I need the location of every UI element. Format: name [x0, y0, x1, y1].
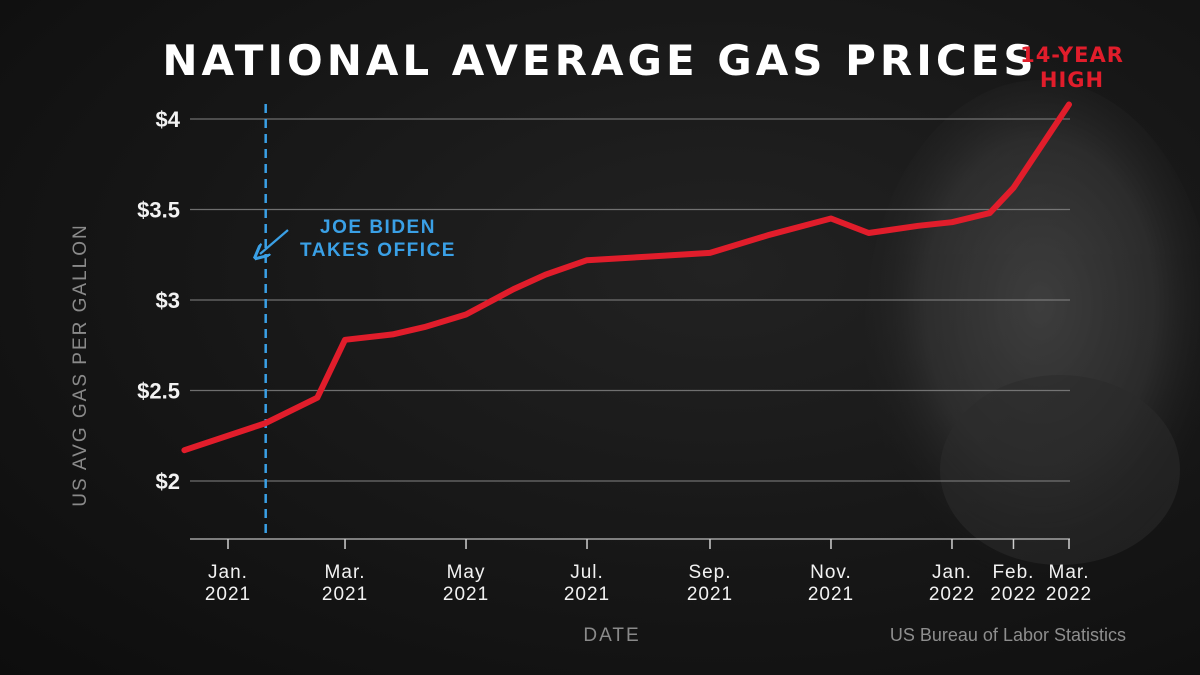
y-tick-label: $2.5	[137, 379, 180, 404]
high-annotation-line2: HIGH	[1040, 68, 1104, 92]
y-axis-ticks: $2 $2.5 $3 $3.5 $4	[137, 107, 181, 494]
x-tick-label: Sep.	[688, 562, 731, 583]
x-tick-label: Feb.	[992, 562, 1034, 583]
x-tick-label: Jan.	[208, 562, 248, 583]
x-tick-label: 2021	[322, 584, 368, 605]
y-tick-label: $2	[156, 469, 180, 494]
x-tick-label: 2022	[1046, 584, 1092, 605]
x-tick-label: 2021	[443, 584, 489, 605]
x-tick-label: 2022	[990, 584, 1036, 605]
x-axis-title: DATE	[583, 625, 640, 646]
gas-price-series-line	[181, 101, 1072, 454]
x-tick-label: 2021	[564, 584, 610, 605]
high-annotation-line1: 14-YEAR	[1020, 43, 1124, 67]
y-tick-label: $4	[156, 107, 181, 132]
x-axis: Jan.2021Mar.2021May2021Jul.2021Sep.2021N…	[190, 538, 1092, 605]
x-tick-label: Jan.	[932, 562, 972, 583]
annotations	[260, 104, 289, 539]
x-tick-label: Jul.	[570, 562, 604, 583]
y-tick-label: $3.5	[137, 198, 180, 223]
x-tick-label: 2021	[205, 584, 251, 605]
x-tick-label: 2021	[687, 584, 733, 605]
background-portrait	[865, 80, 1200, 580]
series-layer	[181, 101, 1072, 454]
gridlines	[190, 118, 1070, 482]
x-tick-label: Nov.	[810, 562, 852, 583]
x-tick-label: May	[447, 562, 486, 583]
biden-annotation-line1: JOE BIDEN	[320, 217, 436, 238]
y-tick-label: $3	[156, 288, 180, 313]
biden-annotation-line2: TAKES OFFICE	[300, 240, 456, 261]
x-tick-label: 2021	[808, 584, 854, 605]
x-tick-label: Mar.	[1049, 562, 1090, 583]
x-tick-label: Mar.	[325, 562, 366, 583]
y-axis-title: US AVG GAS PER GALLON	[70, 223, 91, 506]
x-tick-label: 2022	[929, 584, 975, 605]
biden-arrow	[260, 229, 289, 254]
source-label: US Bureau of Labor Statistics	[890, 625, 1126, 645]
chart-title: NATIONAL AVERAGE GAS PRICES	[162, 36, 1037, 85]
